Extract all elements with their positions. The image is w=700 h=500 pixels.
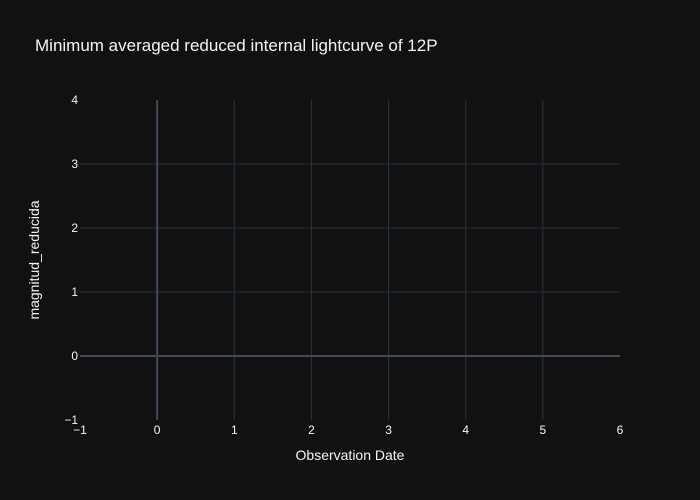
x-axis-title: Observation Date bbox=[296, 447, 405, 463]
x-tick-label: 2 bbox=[308, 423, 315, 437]
x-tick-label: 3 bbox=[385, 423, 392, 437]
chart-title: Minimum averaged reduced internal lightc… bbox=[35, 36, 438, 55]
y-axis-title: magnitud_reducida bbox=[26, 200, 42, 319]
y-tick-label: 0 bbox=[71, 349, 78, 363]
grid-layer bbox=[80, 100, 620, 420]
x-tick-label: 6 bbox=[617, 423, 624, 437]
y-tick-label: 3 bbox=[71, 157, 78, 171]
x-tick-label: 1 bbox=[231, 423, 238, 437]
x-tick-label: 4 bbox=[462, 423, 469, 437]
tick-label-layer: −1 0 1 2 3 4 5 6 −1 0 1 2 3 4 bbox=[64, 93, 623, 437]
y-tick-label: 4 bbox=[71, 93, 78, 107]
x-tick-label: −1 bbox=[73, 423, 87, 437]
y-tick-label: 2 bbox=[71, 221, 78, 235]
x-tick-label: 0 bbox=[154, 423, 161, 437]
y-tick-label: 1 bbox=[71, 285, 78, 299]
y-tick-label: −1 bbox=[64, 413, 78, 427]
zeroline-layer bbox=[80, 100, 620, 420]
x-tick-label: 5 bbox=[540, 423, 547, 437]
